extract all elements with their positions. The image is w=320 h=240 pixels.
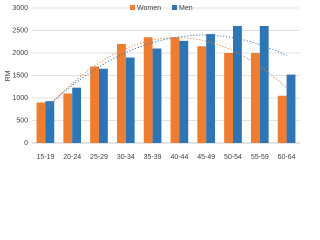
x-tick-label: 15-19 [36, 154, 54, 161]
bar [45, 101, 55, 143]
bar [90, 66, 99, 143]
x-tick-label: 30-34 [117, 154, 135, 161]
y-tick-label: 1500 [12, 72, 28, 79]
bar [125, 57, 135, 143]
trend-line [45, 34, 287, 109]
bar [36, 102, 46, 143]
bar [197, 46, 207, 143]
x-tick-label: 55-59 [251, 154, 269, 161]
bar [224, 53, 233, 143]
x-tick-label: 20-24 [63, 154, 81, 161]
trend-line [45, 37, 287, 111]
x-tick-label: 60-64 [278, 154, 296, 161]
x-tick-label: 25-29 [90, 154, 108, 161]
y-tick-label: 1000 [12, 95, 28, 102]
y-tick-label: 2000 [12, 50, 28, 57]
bar [170, 37, 180, 143]
bar [99, 68, 108, 143]
bar [116, 44, 126, 143]
bar [72, 87, 82, 143]
x-tick-label: 40-44 [170, 154, 188, 161]
chart: RM 0 500 1000 1500 2000 2500 3000 15-19 20-24 25-… [5, 5, 300, 161]
y-axis-label: RM [5, 70, 12, 81]
bar [152, 48, 162, 143]
legend-label: Women [137, 5, 161, 12]
bar [63, 93, 73, 143]
x-tick-label: 50-54 [224, 154, 242, 161]
bar [206, 34, 216, 143]
y-tick-label: 2500 [12, 27, 28, 34]
x-tick-label: 45-49 [197, 154, 215, 161]
legend-swatch [172, 5, 177, 10]
bar [143, 37, 153, 143]
bar [259, 26, 269, 143]
y-tick-label: 0 [24, 140, 28, 147]
bar [277, 95, 287, 143]
legend-label: Men [179, 5, 193, 12]
legend-swatch [130, 5, 135, 10]
bar [250, 53, 260, 143]
y-tick-label: 3000 [12, 5, 28, 12]
bar [233, 26, 242, 143]
x-tick-label: 35-39 [144, 154, 162, 161]
y-tick-label: 500 [16, 117, 28, 124]
bar [179, 40, 189, 143]
bar [286, 74, 296, 143]
